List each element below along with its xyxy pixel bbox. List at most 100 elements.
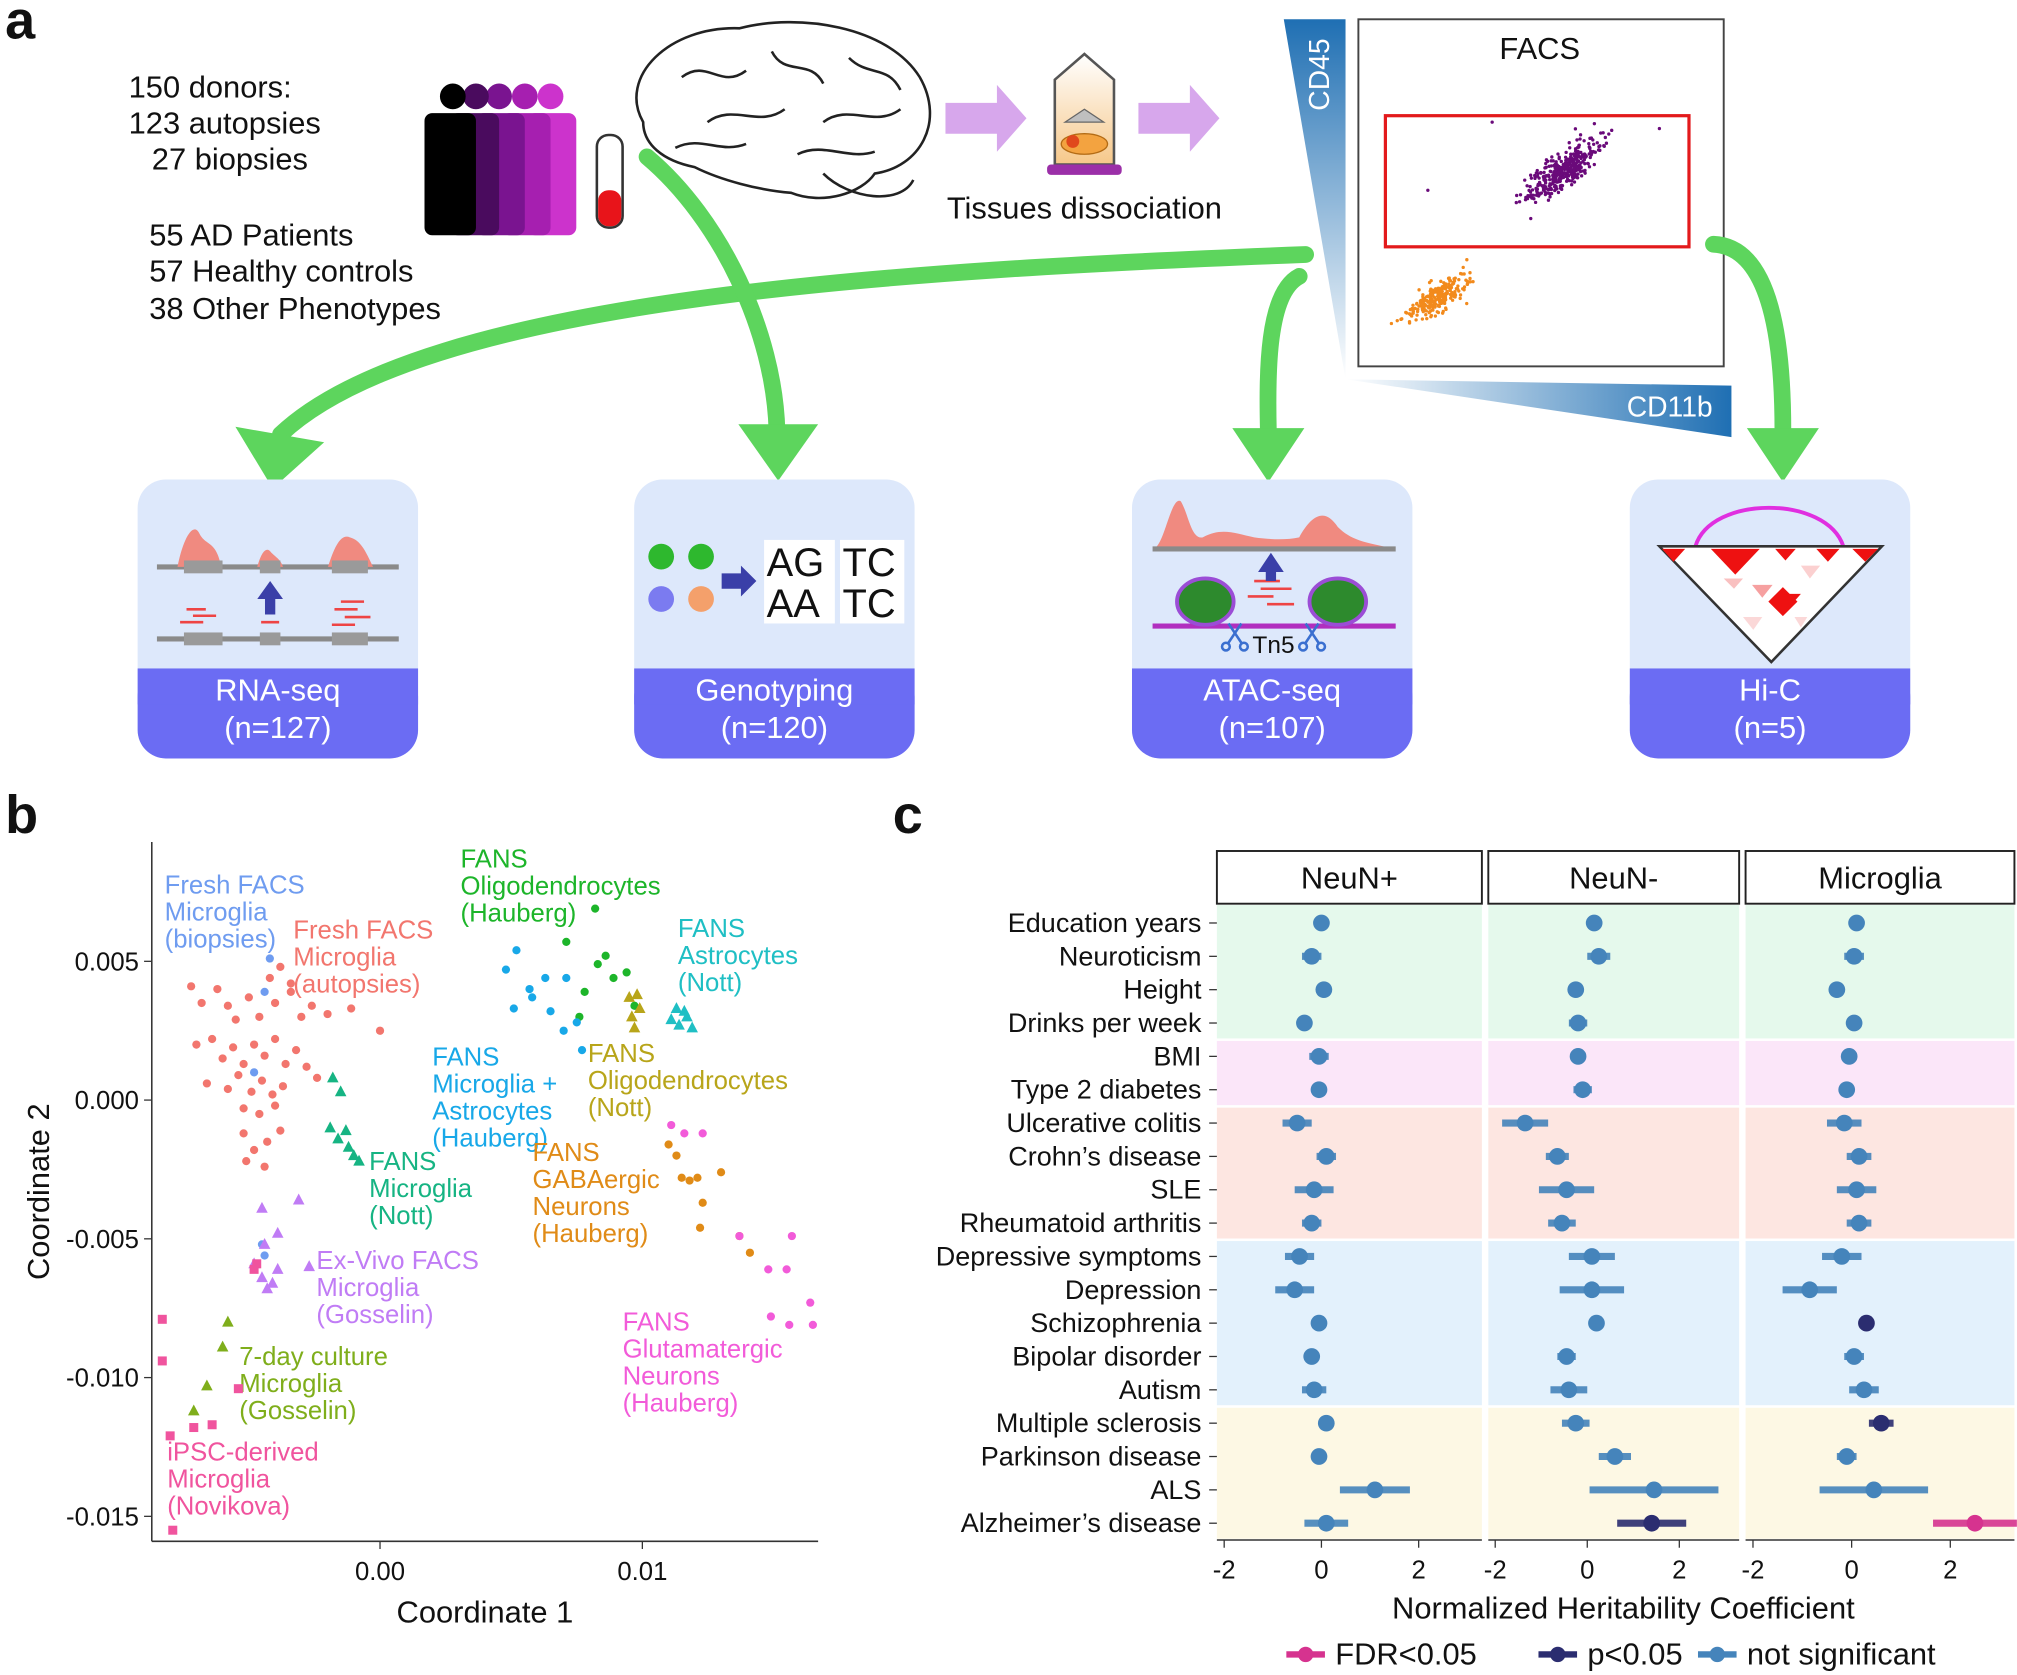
facs-dot: [1592, 142, 1596, 146]
facs-dot: [1525, 184, 1529, 188]
facs-dot: [1546, 198, 1551, 202]
point: [528, 993, 537, 1002]
point: [622, 968, 631, 977]
facs-dots: [1389, 120, 1662, 326]
facs-dot: [1439, 279, 1443, 284]
facs-dot: [1557, 164, 1561, 169]
facs-dot: [1595, 141, 1599, 145]
point: [681, 1010, 693, 1022]
facs-dot: [1579, 174, 1584, 178]
hic-icon: [1656, 506, 1885, 664]
assay-count: (n=127): [224, 710, 331, 745]
point: [252, 1259, 262, 1269]
point: [260, 987, 269, 996]
point: [260, 1162, 269, 1171]
trait-band: [1216, 1107, 1482, 1239]
facs-dot: [1405, 311, 1409, 315]
facs-dot: [1415, 313, 1419, 317]
point: [223, 1001, 232, 1010]
facs-dot: [1439, 298, 1443, 303]
facs-dot: [1569, 172, 1573, 176]
people-icon: [424, 83, 577, 236]
x-tick-label: -2: [1742, 1557, 1765, 1585]
estimate-point: [1590, 947, 1608, 965]
genotyping-icon: [648, 539, 905, 624]
facs-dot: [1546, 173, 1551, 177]
point: [168, 1525, 178, 1535]
estimate-point: [1801, 1281, 1819, 1299]
point: [591, 904, 600, 913]
assay-count: (n=120): [721, 710, 828, 745]
facs-dot: [1556, 152, 1560, 156]
trait-label: SLE: [1150, 1175, 1201, 1205]
x-tick-label: 2: [1943, 1557, 1957, 1585]
assay-count: (n=107): [1219, 710, 1326, 745]
facs-dot: [1437, 287, 1442, 291]
facs-dot: [1544, 165, 1548, 169]
facs-dot: [1578, 133, 1583, 137]
point: [278, 1082, 288, 1091]
facs-dot: [1515, 193, 1519, 198]
legend-swatch: [1297, 1646, 1314, 1663]
facs-dot: [1577, 154, 1581, 159]
estimate-point: [1645, 1481, 1663, 1499]
point: [307, 1001, 316, 1010]
facs-dot: [1657, 126, 1662, 131]
point: [512, 946, 521, 955]
estimate-point: [1516, 1114, 1534, 1132]
group-label: Microglia: [316, 1274, 420, 1302]
facs-dot: [1541, 188, 1546, 192]
point: [609, 973, 618, 983]
facs-dot: [1465, 282, 1470, 286]
trait-band: [1216, 904, 1482, 1039]
assay-name: Hi-C: [1739, 673, 1801, 708]
facs-dot: [1568, 146, 1572, 150]
point: [375, 1026, 385, 1035]
point: [631, 988, 643, 1000]
facs-dot: [1452, 279, 1457, 283]
point: [626, 1010, 638, 1022]
legend-label: not significant: [1747, 1637, 1936, 1672]
trait-band: [1216, 1241, 1482, 1406]
dissociation-label: Tissues dissociation: [947, 191, 1222, 226]
facs-dot: [1518, 193, 1523, 197]
estimate-point: [1583, 1248, 1601, 1265]
facs-dot: [1592, 162, 1596, 167]
facs-dot: [1583, 168, 1587, 173]
facs-dot: [1414, 318, 1418, 322]
facs-dot: [1581, 159, 1585, 164]
point: [189, 1423, 199, 1433]
panel-letter: c: [893, 785, 923, 845]
facs-dot: [1575, 138, 1579, 142]
estimate-point: [1865, 1481, 1883, 1499]
facs-dot: [1417, 288, 1421, 292]
point: [323, 1009, 332, 1019]
point: [228, 1043, 238, 1052]
estimate-point: [1553, 1214, 1571, 1232]
estimate-point: [1606, 1448, 1624, 1465]
point: [332, 1132, 344, 1144]
facs-dot: [1587, 165, 1592, 169]
point: [347, 1004, 356, 1013]
facs-dot: [1567, 141, 1571, 145]
point: [577, 1046, 587, 1055]
point: [165, 1431, 175, 1441]
group-label: Microglia +: [432, 1071, 557, 1099]
trait-label: Type 2 diabetes: [1011, 1075, 1202, 1105]
facs-dot: [1443, 285, 1448, 289]
point: [239, 1129, 248, 1138]
facs-dot: [1517, 200, 1522, 204]
facs-dot: [1599, 131, 1603, 135]
facs-dot: [1447, 282, 1451, 286]
facs-dot: [1566, 162, 1570, 166]
facs-gate: [1383, 114, 1691, 249]
facs-dot: [1549, 159, 1553, 163]
panel-c: c NeuN+ -2 0 2 NeuN- -2 0 2 Microglia -2 0 2 Educatio…: [893, 785, 2017, 1672]
facs-dot: [1607, 132, 1611, 136]
facet-title: NeuN+: [1301, 860, 1398, 895]
facs-dot: [1458, 296, 1462, 301]
facs-dot: [1579, 165, 1583, 170]
point: [806, 1298, 815, 1307]
trait-label: Bipolar disorder: [1012, 1341, 1201, 1371]
